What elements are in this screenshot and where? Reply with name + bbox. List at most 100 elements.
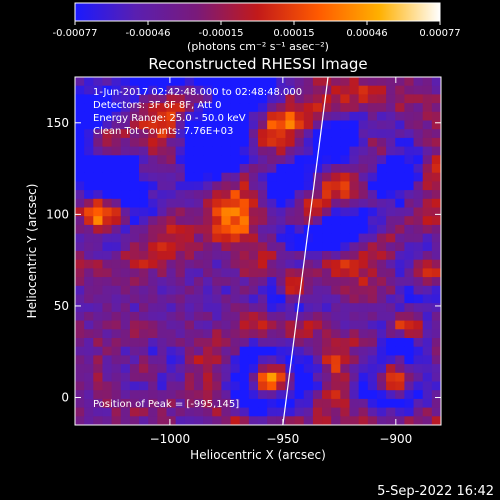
heatmap-cell <box>358 207 369 217</box>
heatmap-cell <box>322 398 332 408</box>
heatmap-cell <box>120 181 131 191</box>
heatmap-cell <box>413 164 424 174</box>
heatmap-cell <box>230 416 241 426</box>
heatmap-cell <box>340 398 350 408</box>
heatmap-cell <box>413 111 424 121</box>
heatmap-cell <box>175 224 186 234</box>
heatmap-cell <box>285 190 295 200</box>
heatmap-cell <box>148 303 158 313</box>
heatmap-cell <box>157 390 167 400</box>
heatmap-cell <box>157 181 167 191</box>
heatmap-cell <box>276 198 286 208</box>
heatmap-cell <box>349 224 360 234</box>
heatmap-cell <box>212 155 222 165</box>
heatmap-cell <box>322 172 332 182</box>
heatmap-cell <box>404 277 414 287</box>
heatmap-cell <box>148 146 158 156</box>
heatmap-cell <box>111 207 122 217</box>
heatmap-cell <box>75 251 85 261</box>
heatmap-cell <box>111 268 122 278</box>
heatmap-cell <box>331 207 341 217</box>
heatmap-cell <box>267 277 277 287</box>
heatmap-cell <box>212 416 222 426</box>
heatmap-cell <box>258 103 268 113</box>
heatmap-cell <box>248 285 259 295</box>
heatmap-cell <box>129 285 140 295</box>
heatmap-cell <box>312 303 323 313</box>
heatmap-cell <box>367 364 378 374</box>
heatmap-cell <box>285 242 295 252</box>
heatmap-cell <box>221 85 231 95</box>
heatmap-cell <box>404 224 414 234</box>
heatmap-cell <box>193 146 204 156</box>
heatmap-cell <box>184 320 195 330</box>
heatmap-cell <box>376 285 387 295</box>
heatmap-cell <box>303 85 314 95</box>
heatmap-cell <box>340 120 350 130</box>
x-axis-ticks: −1000 −950 −900 <box>150 77 412 446</box>
heatmap-cell <box>221 233 231 243</box>
heatmap-cell <box>148 416 158 426</box>
heatmap-cell <box>203 338 213 348</box>
heatmap-cell <box>376 407 387 417</box>
heatmap-cell <box>340 172 350 182</box>
heatmap-cell <box>267 181 277 191</box>
heatmap-cell <box>239 172 250 182</box>
heatmap-cell <box>395 224 405 234</box>
heatmap-cell <box>175 164 186 174</box>
heatmap-cell <box>193 190 204 200</box>
heatmap-cell <box>358 85 369 95</box>
heatmap-cell <box>129 94 140 104</box>
heatmap-cell <box>221 207 231 217</box>
heatmap-cell <box>193 94 204 104</box>
heatmap-cell <box>157 242 167 252</box>
heatmap-cell <box>358 77 369 87</box>
heatmap-cell <box>386 120 396 130</box>
heatmap-cell <box>148 407 158 417</box>
heatmap-cell <box>193 372 204 382</box>
heatmap-cell <box>358 285 369 295</box>
heatmap-cell <box>322 129 332 139</box>
heatmap-cell <box>221 224 231 234</box>
heatmap-cell <box>203 181 213 191</box>
heatmap-cell <box>303 216 314 226</box>
heatmap-cell <box>157 329 167 339</box>
heatmap-cell <box>120 303 131 313</box>
heatmap-cell <box>184 285 195 295</box>
heatmap-cell <box>239 381 250 391</box>
heatmap-cell <box>175 259 186 269</box>
heatmap-cell <box>93 198 103 208</box>
heatmap-cell <box>376 146 387 156</box>
heatmap-cell <box>203 285 213 295</box>
heatmap-cell <box>157 303 167 313</box>
heatmap-cell <box>157 259 167 269</box>
heatmap-cell <box>358 259 369 269</box>
heatmap-cell <box>129 277 140 287</box>
heatmap-cell <box>322 155 332 165</box>
heatmap-cell <box>166 355 177 365</box>
heatmap-cell <box>303 355 314 365</box>
heatmap-cell <box>404 85 414 95</box>
heatmap-cell <box>139 338 149 348</box>
heatmap-cell <box>129 77 140 87</box>
heatmap-cell <box>139 390 149 400</box>
heatmap-cell <box>84 303 94 313</box>
heatmap-cell <box>294 311 305 321</box>
heatmap-cell <box>203 355 213 365</box>
heatmap-cell <box>139 416 149 426</box>
heatmap-cell <box>395 285 405 295</box>
heatmap-cell <box>303 372 314 382</box>
heatmap-cell <box>285 233 295 243</box>
heatmap-cell <box>404 172 414 182</box>
heatmap-cell <box>340 320 350 330</box>
heatmap-cell <box>395 390 405 400</box>
heatmap-cell <box>75 398 85 408</box>
heatmap-cell <box>267 407 277 417</box>
heatmap-cell <box>331 137 341 147</box>
heatmap-cell <box>75 103 85 113</box>
heatmap-cell <box>322 233 332 243</box>
heatmap-cell <box>386 416 396 426</box>
heatmap-cell <box>166 390 177 400</box>
heatmap-cell <box>303 155 314 165</box>
heatmap-cell <box>431 85 442 95</box>
